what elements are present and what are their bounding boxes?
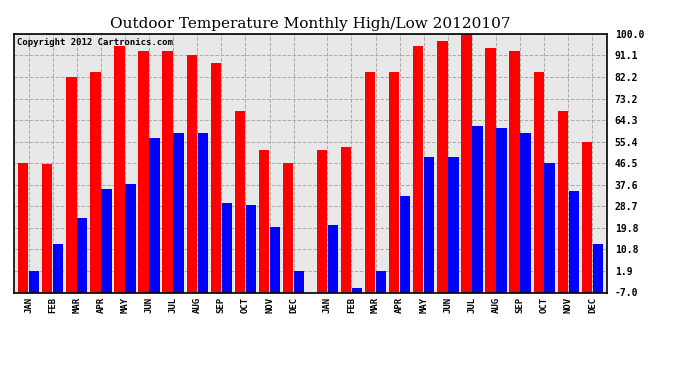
Bar — [593, 244, 603, 292]
Bar — [66, 77, 77, 292]
Bar — [582, 142, 592, 292]
Bar — [389, 72, 400, 292]
Bar — [197, 133, 208, 292]
Title: Outdoor Temperature Monthly High/Low 20120107: Outdoor Temperature Monthly High/Low 201… — [110, 17, 511, 31]
Bar — [126, 184, 136, 292]
Bar — [90, 72, 101, 292]
Bar — [210, 63, 221, 292]
Bar — [328, 225, 338, 292]
Bar — [162, 51, 173, 292]
Bar — [283, 163, 293, 292]
Bar — [259, 150, 269, 292]
Bar — [173, 133, 184, 292]
Bar — [115, 46, 125, 292]
Bar — [101, 189, 112, 292]
Bar — [365, 72, 375, 292]
Bar — [520, 133, 531, 292]
Bar — [472, 126, 482, 292]
Bar — [413, 46, 424, 292]
Bar — [544, 163, 555, 292]
Bar — [376, 271, 386, 292]
Bar — [424, 157, 435, 292]
Bar — [186, 55, 197, 292]
Bar — [42, 164, 52, 292]
Bar — [18, 163, 28, 292]
Bar — [270, 227, 280, 292]
Bar — [139, 51, 149, 292]
Bar — [496, 128, 506, 292]
Bar — [485, 48, 495, 292]
Bar — [509, 51, 520, 292]
Bar — [437, 41, 448, 292]
Bar — [569, 191, 579, 292]
Bar — [448, 157, 459, 292]
Bar — [235, 111, 245, 292]
Bar — [533, 72, 544, 292]
Bar — [149, 138, 160, 292]
Bar — [341, 147, 351, 292]
Bar — [558, 111, 568, 292]
Bar — [53, 244, 63, 292]
Bar — [77, 217, 88, 292]
Bar — [246, 206, 256, 292]
Bar — [352, 288, 362, 292]
Text: Copyright 2012 Cartronics.com: Copyright 2012 Cartronics.com — [17, 38, 172, 46]
Bar — [221, 203, 232, 292]
Bar — [29, 271, 39, 292]
Bar — [294, 271, 304, 292]
Bar — [461, 34, 472, 292]
Bar — [317, 150, 327, 292]
Bar — [400, 196, 411, 292]
